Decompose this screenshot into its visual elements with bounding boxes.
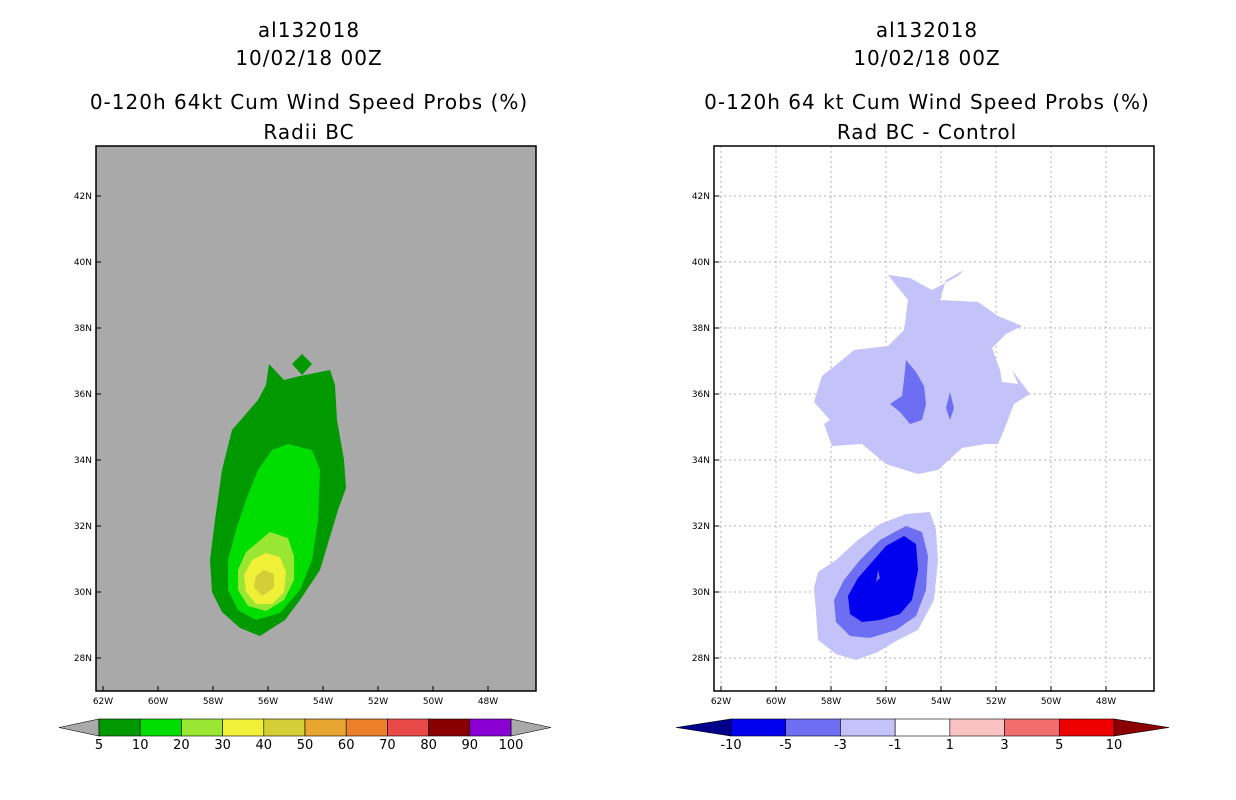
colorbar-label: -5: [779, 738, 792, 753]
colorbar-label: 5: [95, 738, 103, 753]
colorbar-label: 1: [946, 738, 954, 753]
colorbar-low-arrow: [675, 718, 732, 737]
right-map-panel: al132018 10/02/18 00Z 0-120h 64 kt Cum W…: [618, 0, 1236, 800]
colorbar-swatch: [98, 718, 141, 737]
lon-tick-label: 58W: [203, 697, 223, 707]
lat-tick-label: 38N: [692, 324, 710, 334]
left-axis-ticks: 62W 60W 58W 56W 54W 52W 50W 48W 28N 30N 32N 34N 36N 3…: [74, 192, 498, 707]
lat-tick-label: 34N: [74, 456, 92, 466]
lon-tick-label: 54W: [931, 697, 951, 707]
lat-tick-label: 34N: [692, 456, 710, 466]
colorbar-label: 5: [1055, 738, 1063, 753]
colorbar-swatch: [387, 718, 429, 737]
diff-contour-neg3-north-small: [946, 392, 954, 420]
lon-tick-label: 48W: [478, 697, 498, 707]
colorbar-swatch: [139, 718, 182, 737]
colorbar-label: 90: [462, 738, 479, 753]
left-map-svg: 62W 60W 58W 56W 54W 52W 50W 48W 28N 30N 32N 34N 36N 3…: [58, 145, 552, 753]
left-map-frame: [95, 145, 537, 692]
colorbar-high-arrow: [1113, 718, 1170, 737]
colorbar-label: -3: [834, 738, 847, 753]
lon-tick-label: 56W: [876, 697, 896, 707]
right-axis-ticks: 62W 60W 58W 56W 54W 52W 50W 48W 28N 30N 32N 34N 36N 3…: [692, 192, 1116, 707]
colorbar-label: -1: [889, 738, 902, 753]
colorbar-low-arrow: [58, 718, 100, 737]
colorbar-label: 10: [132, 738, 149, 753]
lat-tick-label: 36N: [692, 390, 710, 400]
colorbar-label: 30: [214, 738, 231, 753]
lon-tick-label: 62W: [711, 697, 731, 707]
colorbar-label: 20: [173, 738, 190, 753]
lon-tick-label: 60W: [148, 697, 168, 707]
colorbar-label: 50: [297, 738, 314, 753]
left-map-panel: al132018 10/02/18 00Z 0-120h 64kt Cum Wi…: [58, 18, 552, 753]
colorbar-label: 80: [420, 738, 437, 753]
lon-tick-label: 52W: [986, 697, 1006, 707]
colorbar-swatch: [949, 718, 1005, 737]
right-map-frame: [713, 145, 1155, 692]
colorbar-swatch: [181, 718, 223, 737]
colorbar-swatch: [428, 718, 471, 737]
colorbar-swatch: [785, 718, 841, 737]
lat-tick-label: 38N: [74, 324, 92, 334]
colorbar-swatch: [840, 718, 896, 737]
colorbar-swatch: [894, 718, 951, 737]
left-product-title: 0-120h 64kt Cum Wind Speed Probs (%): [89, 90, 529, 114]
diff-contour-neg3-north: [890, 360, 926, 424]
lat-tick-label: 30N: [692, 588, 710, 598]
lat-tick-label: 28N: [692, 654, 710, 664]
lon-tick-label: 54W: [313, 697, 333, 707]
colorbar-label: 40: [256, 738, 273, 753]
right-map-svg: 62W 60W 58W 56W 54W 52W 50W 48W 28N 30N 32N 34N 36N 3…: [675, 145, 1170, 753]
colorbar-swatch: [345, 718, 388, 737]
prob-contour-5-isolated: [292, 354, 312, 375]
colorbar-swatch: [1058, 718, 1115, 737]
prob-contour-40: [254, 570, 274, 596]
colorbar-label: 100: [499, 738, 524, 753]
colorbar-high-arrow: [510, 718, 552, 737]
left-storm-id: al132018: [257, 18, 361, 42]
lat-tick-label: 30N: [74, 588, 92, 598]
left-subtitle: Radii BC: [263, 120, 355, 144]
diff-contour-center-hole: [876, 570, 880, 582]
colorbar-swatch: [263, 718, 306, 737]
lat-tick-label: 40N: [692, 258, 710, 268]
lon-tick-label: 62W: [93, 697, 113, 707]
right-product-title: 0-120h 64 kt Cum Wind Speed Probs (%): [704, 90, 1150, 114]
lat-tick-label: 32N: [74, 522, 92, 532]
right-date: 10/02/18 00Z: [853, 46, 1001, 70]
diff-contour-neg1-north: [814, 270, 1030, 474]
colorbar-swatch: [469, 718, 512, 737]
colorbar-swatch: [730, 718, 787, 737]
colorbar-swatch: [222, 718, 265, 737]
lat-tick-label: 40N: [74, 258, 92, 268]
colorbar-label: -10: [720, 738, 741, 753]
right-subtitle: Rad BC - Control: [836, 120, 1018, 144]
lon-tick-label: 56W: [258, 697, 278, 707]
lat-tick-label: 42N: [74, 192, 92, 202]
lat-tick-label: 32N: [692, 522, 710, 532]
lat-tick-label: 42N: [692, 192, 710, 202]
left-colorbar: 5 10 20 30 40 50 60 70 80 90 100: [58, 718, 552, 753]
colorbar-swatch: [304, 718, 347, 737]
colorbar-label: 60: [338, 738, 355, 753]
lon-tick-label: 52W: [368, 697, 388, 707]
right-storm-id: al132018: [875, 18, 979, 42]
left-date: 10/02/18 00Z: [235, 46, 383, 70]
lon-tick-label: 50W: [1041, 697, 1061, 707]
colorbar-label: 70: [379, 738, 396, 753]
colorbar-swatch: [1004, 718, 1060, 737]
lat-tick-label: 36N: [74, 390, 92, 400]
colorbar-label: 3: [1000, 738, 1008, 753]
colorbar-label: 10: [1106, 738, 1123, 753]
lat-tick-label: 28N: [74, 654, 92, 664]
lon-tick-label: 60W: [766, 697, 786, 707]
lon-tick-label: 58W: [821, 697, 841, 707]
lon-tick-label: 50W: [423, 697, 443, 707]
diff-contour-neg5-south: [848, 536, 918, 622]
lon-tick-label: 48W: [1096, 697, 1116, 707]
right-colorbar: -10 -5 -3 -1 1 3 5 10: [675, 718, 1170, 753]
